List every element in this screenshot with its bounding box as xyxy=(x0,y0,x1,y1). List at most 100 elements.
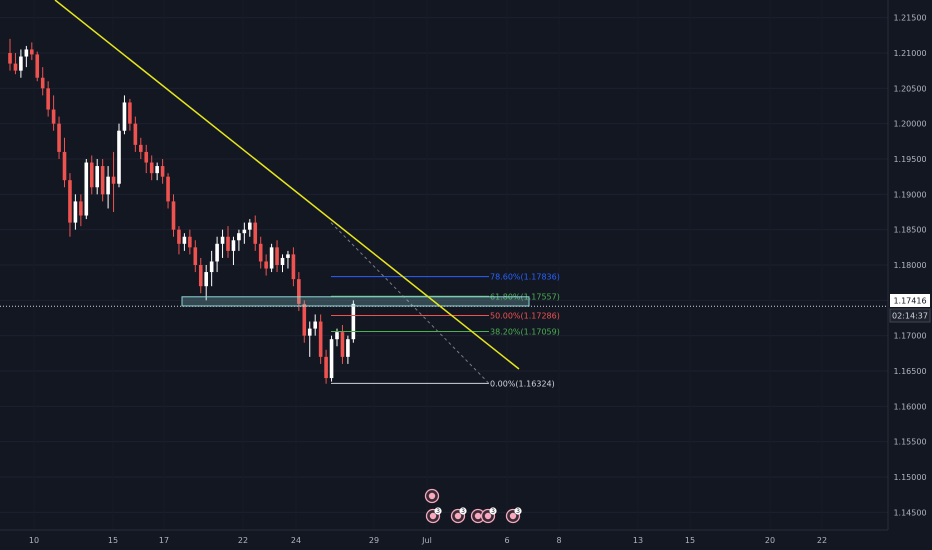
candle-body xyxy=(351,303,356,340)
candle-body xyxy=(307,328,312,336)
x-tick-label: 24 xyxy=(291,536,301,545)
fib-level-label: 50.00%(1.17286) xyxy=(490,311,560,320)
fib-trend-line[interactable] xyxy=(330,222,490,384)
y-tick-label: 1.20000 xyxy=(893,120,926,129)
candle-body xyxy=(171,201,176,230)
current-price-badge: 1.17416 02:14:37 xyxy=(889,294,931,323)
current-price-label: 1.17416 xyxy=(893,297,926,306)
candle-body xyxy=(253,222,258,244)
candle-body xyxy=(177,229,181,244)
candle-body xyxy=(111,176,116,184)
candle-body xyxy=(302,303,307,336)
y-tick-label: 1.14500 xyxy=(893,508,926,517)
y-tick-label: 1.21500 xyxy=(893,14,926,23)
news-flag-icon[interactable]: 3 xyxy=(450,507,467,524)
news-flag-icon[interactable]: 3 xyxy=(505,507,522,524)
candle-body xyxy=(204,272,208,287)
y-tick-label: 1.18000 xyxy=(893,261,926,270)
x-tick-label: 15 xyxy=(685,536,695,545)
current-price-badge-bg xyxy=(890,294,930,307)
candle-body xyxy=(8,53,12,64)
candle-body xyxy=(100,166,105,195)
candle-body xyxy=(30,49,34,55)
event-badge-count: 3 xyxy=(516,508,520,515)
candle-body xyxy=(57,123,61,152)
candle-body xyxy=(269,247,274,269)
x-tick-label: 15 xyxy=(108,536,118,545)
event-icons[interactable]: 3 3 3 3 xyxy=(424,488,522,524)
x-tick-label: 22 xyxy=(817,536,827,545)
y-tick-label: 1.16500 xyxy=(893,367,926,376)
news-flag-icon[interactable] xyxy=(470,508,486,524)
candle-body xyxy=(79,201,83,216)
x-tick-label: 22 xyxy=(238,536,248,545)
candle-body xyxy=(188,236,192,248)
time-axis[interactable]: 10 15 17 22 24 29 Jul 6 8 13 15 20 22 xyxy=(29,536,827,545)
candle-body xyxy=(149,162,154,174)
news-flag-icon[interactable]: 3 xyxy=(425,507,442,524)
candle-body xyxy=(248,222,252,230)
candle-body xyxy=(346,339,350,357)
x-tick-label: 20 xyxy=(765,536,775,545)
candle-body xyxy=(313,321,317,329)
candle-body xyxy=(193,247,198,265)
candle-body xyxy=(329,339,334,379)
fib-level-label: 78.60%(1.17836) xyxy=(490,273,560,282)
candle-body xyxy=(160,166,165,177)
candle-body xyxy=(95,166,99,188)
candle-body xyxy=(117,130,121,184)
candle-body xyxy=(40,77,45,89)
candle-body xyxy=(226,236,230,251)
candle-body xyxy=(84,162,89,216)
countdown-label: 02:14:37 xyxy=(892,312,928,321)
fib-level-label: 38.20%(1.17059) xyxy=(490,327,560,336)
candles xyxy=(8,38,356,384)
candle-body xyxy=(122,102,127,131)
x-tick-label: 6 xyxy=(504,536,509,545)
candle-body xyxy=(155,166,159,174)
candle-body xyxy=(220,236,225,244)
candle-body xyxy=(258,243,263,262)
x-tick-label: 8 xyxy=(556,536,561,545)
y-tick-label: 1.20500 xyxy=(893,84,926,93)
candle-body xyxy=(68,180,72,223)
y-tick-label: 1.19000 xyxy=(893,190,926,199)
support-zone[interactable] xyxy=(181,296,530,307)
event-badge-count: 3 xyxy=(436,508,440,515)
x-tick-label: 10 xyxy=(29,536,39,545)
countdown-badge-bg xyxy=(889,308,931,323)
candle-body xyxy=(264,261,268,269)
fib-level-label: 0.00%(1.16324) xyxy=(490,379,555,388)
candle-body xyxy=(291,254,296,280)
candle-body xyxy=(242,229,247,234)
y-tick-label: 1.19500 xyxy=(893,155,926,164)
x-tick-label: 17 xyxy=(159,536,169,545)
candle-body xyxy=(286,254,290,258)
candle-body xyxy=(46,88,50,110)
candle-body xyxy=(237,233,241,241)
y-tick-label: 1.15500 xyxy=(893,438,926,447)
candle-body xyxy=(198,265,203,287)
price-axis[interactable]: 1.21500 1.21000 1.20500 1.20000 1.19500 1.190… xyxy=(893,14,926,518)
candle-body xyxy=(280,257,285,265)
candle-body xyxy=(62,151,67,181)
y-tick-label: 1.17000 xyxy=(893,332,926,341)
y-tick-label: 1.16000 xyxy=(893,402,926,411)
news-flag-icon[interactable]: 3 xyxy=(480,507,497,524)
candle-body xyxy=(73,201,78,223)
candle-body xyxy=(166,176,170,202)
candle-body xyxy=(318,321,323,357)
candle-body xyxy=(340,332,345,357)
candle-body xyxy=(13,63,18,71)
candle-body xyxy=(89,162,94,188)
candle-body xyxy=(215,243,219,262)
candle-body xyxy=(275,247,279,265)
trendline[interactable] xyxy=(54,0,520,370)
news-flag-icon[interactable] xyxy=(424,488,440,504)
candle-body xyxy=(231,240,236,251)
gridlines xyxy=(0,17,888,513)
candle-body xyxy=(128,102,132,124)
drawings[interactable] xyxy=(0,0,888,370)
